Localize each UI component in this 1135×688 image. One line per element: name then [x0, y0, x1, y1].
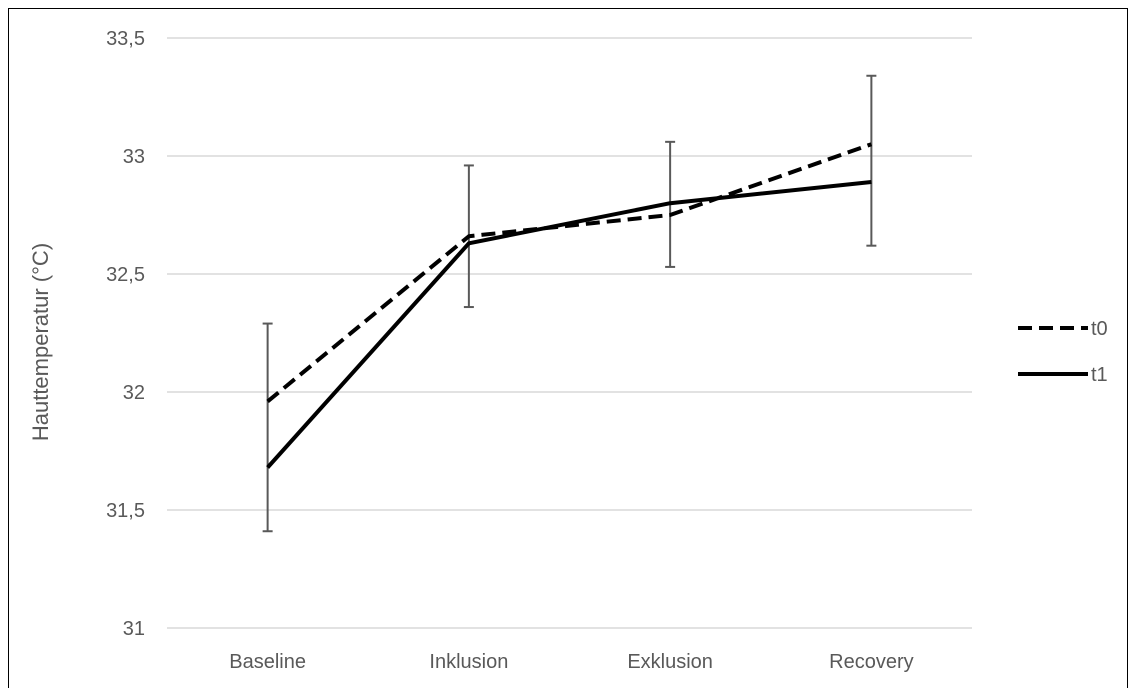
y-tick-label: 31 — [123, 618, 145, 640]
series-line-t0 — [266, 142, 873, 403]
legend: t0 t1 — [1018, 318, 1108, 386]
y-tick-label: 32 — [123, 382, 145, 404]
error-bar — [262, 322, 273, 533]
x-tick-labels: Baseline Inklusion Exklusion Recovery — [229, 651, 913, 673]
error-bar — [866, 74, 877, 247]
legend-item-t1: t1 — [1018, 364, 1108, 386]
y-tick-label: 32,5 — [106, 264, 145, 286]
legend-label: t1 — [1091, 364, 1108, 386]
legend-label: t0 — [1091, 318, 1108, 340]
chart-frame — [8, 8, 1128, 688]
y-tick-label: 33 — [123, 146, 145, 168]
y-tick-label: 31,5 — [106, 500, 145, 522]
series-lines — [266, 142, 873, 469]
x-tick-label: Exklusion — [627, 651, 713, 673]
series-line-t1 — [266, 179, 872, 469]
y-axis-label: Hauttemperatur (°C) — [28, 243, 53, 441]
y-tick-label: 33,5 — [106, 28, 145, 50]
y-tick-labels: 31 31,5 32 32,5 33 33,5 — [106, 28, 145, 640]
legend-item-t0: t0 — [1018, 318, 1108, 340]
x-tick-label: Inklusion — [429, 651, 508, 673]
gridlines — [167, 37, 972, 629]
x-tick-label: Baseline — [229, 651, 306, 673]
error-bars — [262, 74, 877, 533]
x-tick-label: Recovery — [829, 651, 913, 673]
